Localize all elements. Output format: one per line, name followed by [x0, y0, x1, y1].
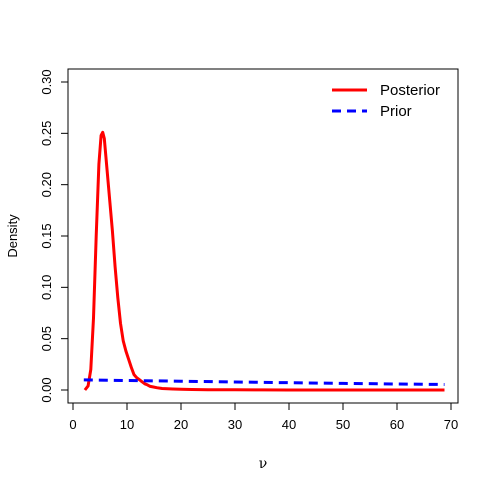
y-tick-label: 0.15: [39, 223, 54, 248]
x-tick-label: 40: [282, 417, 296, 432]
legend-label-posterior: Posterior: [380, 82, 440, 99]
series-line-posterior: [83, 130, 445, 392]
x-tick-label: 0: [69, 417, 76, 432]
legend-label-prior: Prior: [380, 103, 412, 120]
x-tick-label: 70: [444, 417, 458, 432]
y-axis-label: Density: [5, 214, 20, 258]
y-tick-label: 0.30: [39, 69, 54, 94]
y-tick-label: 0.20: [39, 172, 54, 197]
y-tick-label: 0.10: [39, 275, 54, 300]
series-layer: [83, 130, 445, 392]
legend: Posterior Prior: [332, 82, 440, 120]
y-tick-label: 0.00: [39, 377, 54, 402]
series-line-prior: [83, 378, 445, 386]
x-tick-label: 60: [390, 417, 404, 432]
x-tick-label: 50: [336, 417, 350, 432]
x-axis: 0 10 20 30 40 50 60 70: [69, 402, 458, 432]
x-tick-label: 30: [228, 417, 242, 432]
x-tick-label: 20: [174, 417, 188, 432]
y-axis: 0.00 0.05 0.10 0.15 0.20 0.25 0.30: [39, 69, 69, 403]
x-axis-label: ν: [259, 456, 268, 472]
y-tick-label: 0.25: [39, 121, 54, 146]
y-tick-label: 0.05: [39, 326, 54, 351]
x-tick-label: 10: [120, 417, 134, 432]
